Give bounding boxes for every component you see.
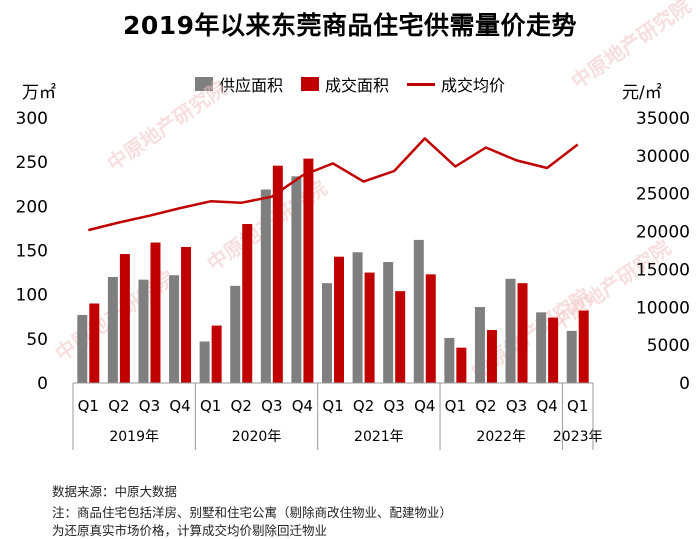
x-tick-label: Q1 bbox=[322, 397, 343, 415]
left-tick-label: 300 bbox=[16, 109, 48, 129]
left-tick-label: 100 bbox=[16, 286, 48, 306]
bar-deal bbox=[181, 246, 192, 383]
bar-deal bbox=[89, 303, 100, 383]
bar-deal bbox=[364, 272, 375, 383]
bar-deal bbox=[486, 330, 497, 383]
bar-supply bbox=[77, 314, 88, 383]
x-tick-label: Q1 bbox=[567, 397, 588, 415]
bar-supply bbox=[536, 312, 547, 383]
bar-supply bbox=[199, 341, 210, 383]
price-line bbox=[87, 137, 579, 232]
bar-supply bbox=[291, 176, 302, 383]
bar-deal bbox=[425, 274, 436, 383]
bar-deal bbox=[242, 224, 253, 383]
right-tick-label: 30000 bbox=[636, 147, 690, 167]
bar-supply bbox=[260, 189, 271, 383]
bar-supply bbox=[413, 239, 424, 383]
legend-label-deal: 成交面积 bbox=[324, 76, 389, 95]
chart-title: 2019年以来东莞商品住宅供需量价走势 bbox=[122, 11, 578, 40]
left-tick-label: 200 bbox=[16, 197, 48, 217]
right-axis-unit: 元/㎡ bbox=[622, 83, 662, 103]
legend-label-supply: 供应面积 bbox=[218, 76, 283, 95]
right-tick-label: 25000 bbox=[636, 185, 690, 205]
year-label: 2023年 bbox=[553, 429, 603, 445]
right-tick-label: 20000 bbox=[636, 223, 690, 243]
right-tick-label: 10000 bbox=[636, 298, 690, 318]
bar-deal bbox=[272, 165, 283, 383]
year-label: 2021年 bbox=[354, 429, 404, 445]
bar-supply bbox=[169, 275, 180, 383]
year-label: 2019年 bbox=[109, 429, 159, 445]
legend-item-price: 成交均价 bbox=[407, 72, 505, 96]
legend-swatch-deal bbox=[300, 77, 319, 91]
legend-item-supply: 供应面积 bbox=[194, 72, 283, 96]
left-tick-label: 250 bbox=[16, 153, 48, 173]
bar-supply bbox=[352, 252, 363, 383]
bar-supply bbox=[566, 330, 577, 383]
bar-supply bbox=[138, 279, 149, 383]
x-tick-label: Q3 bbox=[506, 397, 527, 415]
footnote-2: 为还原真实市场价格，计算成交均价剔除回迁物业 bbox=[52, 523, 328, 538]
x-tick-label: Q1 bbox=[78, 397, 99, 415]
bar-supply bbox=[383, 261, 394, 383]
bar-supply bbox=[230, 285, 241, 383]
x-tick-label: Q4 bbox=[536, 397, 557, 415]
bar-supply bbox=[505, 278, 516, 383]
legend-item-deal: 成交面积 bbox=[300, 72, 389, 96]
x-tick-label: Q3 bbox=[139, 397, 160, 415]
x-tick-label: Q4 bbox=[169, 397, 190, 415]
x-tick-label: Q4 bbox=[414, 397, 435, 415]
bar-deal bbox=[548, 317, 559, 383]
bar-deal bbox=[150, 242, 161, 383]
bar-supply bbox=[444, 337, 455, 383]
x-tick-label: Q4 bbox=[292, 397, 313, 415]
x-tick-label: Q2 bbox=[231, 397, 252, 415]
bar-deal bbox=[517, 283, 528, 383]
bar-deal bbox=[211, 325, 222, 383]
legend-swatch-supply bbox=[194, 77, 213, 91]
x-tick-label: Q2 bbox=[353, 397, 374, 415]
right-tick-label: 15000 bbox=[636, 260, 690, 280]
bar-supply bbox=[107, 277, 118, 383]
x-tick-label: Q3 bbox=[383, 397, 404, 415]
bar-deal bbox=[395, 291, 406, 383]
left-tick-label: 0 bbox=[37, 374, 48, 394]
x-tick-label: Q2 bbox=[108, 397, 129, 415]
x-tick-label: Q1 bbox=[445, 397, 466, 415]
left-tick-label: 50 bbox=[26, 330, 48, 350]
right-tick-label: 5000 bbox=[647, 336, 690, 356]
x-tick-label: Q1 bbox=[200, 397, 221, 415]
left-axis-unit: 万㎡ bbox=[22, 83, 56, 103]
bar-deal bbox=[303, 158, 314, 383]
year-label: 2022年 bbox=[476, 429, 526, 445]
left-tick-label: 150 bbox=[16, 242, 48, 262]
year-label: 2020年 bbox=[232, 429, 282, 445]
x-tick-label: Q2 bbox=[475, 397, 496, 415]
footnote-1: 注：商品住宅包括洋房、别墅和住宅公寓（剔除商改住物业、配建物业） bbox=[52, 505, 453, 520]
legend-label-price: 成交均价 bbox=[441, 76, 506, 95]
source-note: 数据来源：中原大数据 bbox=[52, 484, 178, 499]
bar-supply bbox=[474, 307, 485, 383]
bar-deal bbox=[119, 254, 130, 383]
bar-deal bbox=[578, 310, 589, 383]
x-tick-label: Q3 bbox=[261, 397, 282, 415]
right-tick-label: 0 bbox=[679, 374, 690, 394]
bar-deal bbox=[334, 256, 344, 383]
right-tick-label: 35000 bbox=[636, 109, 690, 129]
bar-supply bbox=[322, 283, 332, 383]
bar-deal bbox=[456, 347, 467, 383]
legend: 供应面积 成交面积 成交均价 bbox=[0, 72, 700, 96]
legend-swatch-price bbox=[407, 82, 435, 86]
